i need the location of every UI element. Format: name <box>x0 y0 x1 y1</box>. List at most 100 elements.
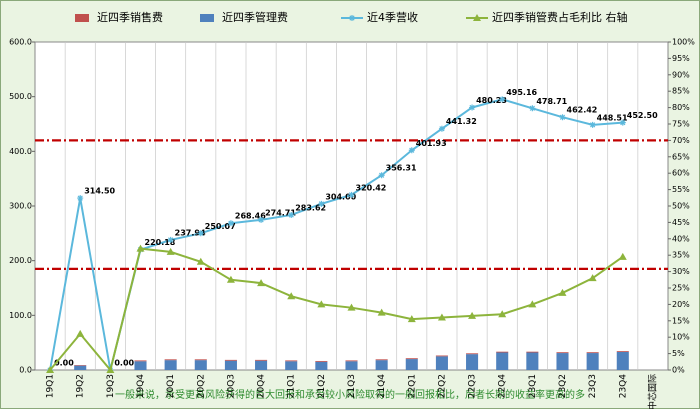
legend-label: 近四季销管费占毛利比 右轴 <box>492 10 628 24</box>
bar <box>375 360 388 370</box>
point-marker <box>77 195 84 202</box>
data-label: 304.00 <box>325 192 356 201</box>
bar <box>556 352 569 354</box>
point-marker <box>167 236 174 243</box>
point-marker <box>76 329 85 337</box>
x-tick-label: 23Q4 <box>618 374 628 399</box>
x-tick-label: 21Q1 <box>287 374 297 398</box>
legend-label: 近四季管理费 <box>222 10 288 24</box>
x-tick-label: 19Q3 <box>106 374 116 398</box>
data-label: 220.18 <box>145 238 176 247</box>
bar <box>526 351 539 353</box>
bar <box>375 359 388 361</box>
data-label: 320.42 <box>356 183 387 192</box>
bar <box>526 352 539 370</box>
bar <box>134 361 147 370</box>
point-marker <box>258 216 265 223</box>
point-marker <box>498 310 507 318</box>
data-label: 268.46 <box>235 212 266 221</box>
x-tick-label: 23Q2 <box>558 374 568 398</box>
y-tick-label: 200.0 <box>9 256 32 265</box>
x-tick-label: 21Q3 <box>347 374 357 398</box>
y2-tick-label: 15% <box>672 316 690 325</box>
y2-tick-label: 20% <box>672 300 690 309</box>
point-marker <box>318 200 325 207</box>
y-tick-label: 100.0 <box>9 311 32 320</box>
bar <box>496 352 509 370</box>
y-tick-label: 0.0 <box>19 366 32 375</box>
bar <box>586 352 599 354</box>
data-label: 356.31 <box>386 164 417 173</box>
y-tick-label: 400.0 <box>9 147 32 156</box>
y2-tick-label: 0% <box>672 366 685 375</box>
data-label: 452.50 <box>627 111 658 120</box>
point-marker <box>619 119 626 126</box>
x-tick-label: 21Q4 <box>377 374 387 399</box>
point-marker <box>106 366 115 373</box>
point-marker <box>257 279 266 287</box>
x-tick-label: 21Q2 <box>317 374 327 398</box>
line <box>49 247 624 373</box>
y2-tick-label: 90% <box>672 70 690 79</box>
bar <box>556 353 569 370</box>
point-marker <box>407 315 416 323</box>
y2-tick-label: 95% <box>672 54 690 63</box>
point-marker <box>348 191 355 198</box>
y2-tick-label: 55% <box>672 185 690 194</box>
bar <box>616 351 629 370</box>
point-marker <box>288 211 295 218</box>
y2-tick-label: 30% <box>672 267 690 276</box>
x-tick-label: 20Q4 <box>257 374 267 399</box>
x-tick-label: 20Q1 <box>166 374 176 398</box>
y2-tick-label: 75% <box>672 120 690 129</box>
bar <box>345 361 358 370</box>
x-tick-label: 20Q3 <box>226 374 236 398</box>
data-label: 495.16 <box>506 88 537 97</box>
point-marker <box>347 303 356 311</box>
data-label: 478.71 <box>536 97 567 106</box>
y2-tick-label: 5% <box>672 349 685 358</box>
bar <box>74 365 87 366</box>
bar <box>74 365 87 370</box>
point-marker <box>378 172 385 179</box>
bar <box>224 359 237 361</box>
x-tick-label: 19Q1 <box>46 374 56 398</box>
y2-tick-label: 50% <box>672 202 690 211</box>
y2-tick-label: 10% <box>672 333 690 342</box>
y-tick-label: 300.0 <box>9 202 32 211</box>
x-tick-label: 中芯国际 <box>646 374 658 409</box>
x-tick-label: 23Q1 <box>528 374 538 398</box>
bar <box>345 360 358 362</box>
y2-tick-label: 70% <box>672 136 690 145</box>
x-tick-label: 22Q3 <box>468 374 478 398</box>
point-marker <box>618 252 627 260</box>
y-tick-label: 600.0 <box>9 38 32 47</box>
bar <box>194 360 207 370</box>
y2-tick-label: 85% <box>672 87 690 96</box>
point-marker <box>588 274 597 282</box>
x-tick-label: 19Q4 <box>136 374 146 399</box>
point-marker <box>529 105 536 112</box>
x-tick-label: 20Q2 <box>196 374 206 398</box>
bar <box>255 359 268 361</box>
point-marker <box>437 313 446 321</box>
point-marker <box>46 366 55 373</box>
bar <box>435 355 448 357</box>
bar <box>134 360 147 362</box>
bar <box>164 359 177 361</box>
y2-tick-label: 100% <box>672 38 695 47</box>
data-label: 283.62 <box>295 203 326 212</box>
point-marker <box>473 14 481 21</box>
bar <box>466 353 479 355</box>
data-label: 462.42 <box>567 106 598 115</box>
annotation: 一般来说，承受更高风险获得的巨大回报和承受较小风险取得的一般回报相比，后者长期的… <box>115 388 585 401</box>
bar <box>164 360 177 370</box>
data-label: 448.51 <box>597 113 628 122</box>
x-tick-label: 22Q2 <box>437 374 447 398</box>
bar <box>586 353 599 370</box>
x-tick-label: 22Q4 <box>498 374 508 399</box>
point-marker <box>528 300 537 308</box>
data-label: 250.07 <box>205 222 236 231</box>
y2-tick-label: 45% <box>672 218 690 227</box>
